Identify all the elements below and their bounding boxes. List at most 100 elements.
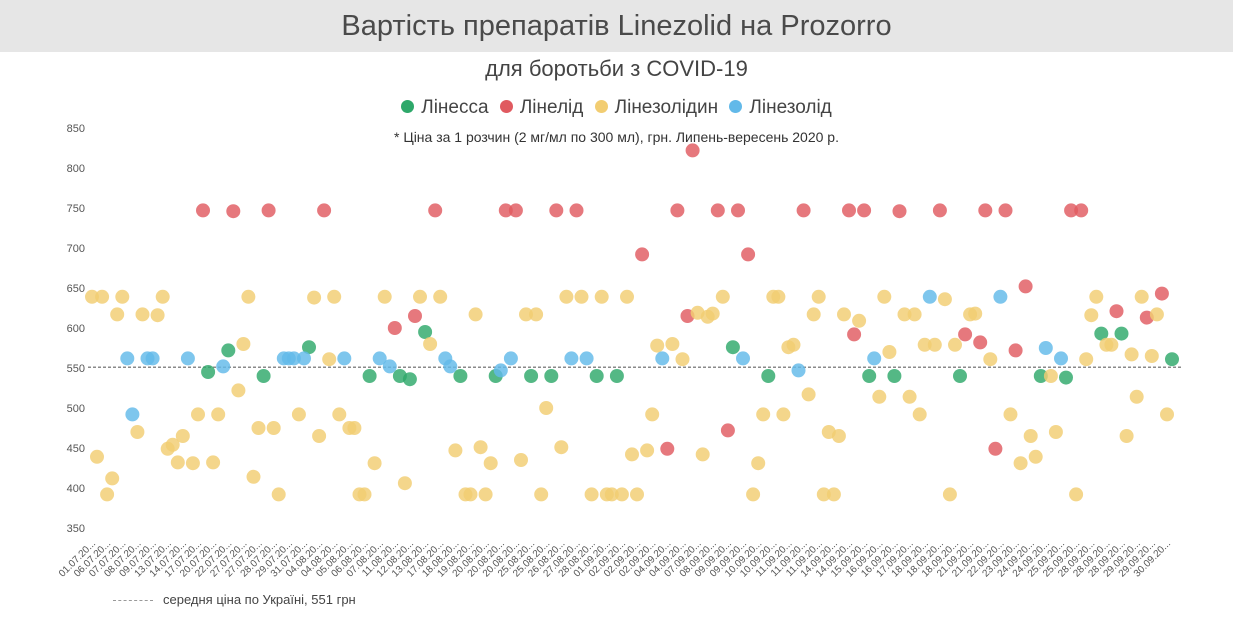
data-point[interactable]	[1154, 286, 1169, 301]
data-point[interactable]	[917, 337, 932, 352]
data-point[interactable]	[211, 407, 226, 422]
data-point[interactable]	[261, 203, 276, 218]
data-point[interactable]	[589, 369, 604, 383]
data-point[interactable]	[948, 337, 962, 352]
data-point[interactable]	[650, 338, 665, 353]
data-point[interactable]	[705, 306, 720, 321]
data-point[interactable]	[241, 289, 256, 304]
data-point[interactable]	[882, 345, 897, 359]
data-point[interactable]	[377, 289, 392, 304]
data-point[interactable]	[640, 443, 655, 458]
data-point[interactable]	[1109, 304, 1124, 319]
data-point[interactable]	[1054, 351, 1068, 366]
data-point[interactable]	[231, 383, 246, 398]
data-point[interactable]	[135, 307, 150, 322]
data-point[interactable]	[665, 337, 680, 351]
data-point[interactable]	[892, 204, 907, 219]
data-point[interactable]	[559, 289, 574, 304]
data-point[interactable]	[736, 351, 750, 366]
data-point[interactable]	[741, 247, 756, 262]
data-point[interactable]	[594, 289, 609, 304]
data-point[interactable]	[973, 335, 988, 350]
data-point[interactable]	[1134, 289, 1149, 304]
data-point[interactable]	[806, 307, 821, 322]
data-point[interactable]	[387, 321, 402, 335]
data-point[interactable]	[483, 456, 498, 471]
data-point[interactable]	[418, 325, 433, 339]
data-point[interactable]	[1064, 203, 1079, 218]
data-point[interactable]	[493, 363, 508, 378]
data-point[interactable]	[170, 455, 185, 470]
data-point[interactable]	[816, 487, 831, 502]
data-point[interactable]	[180, 351, 195, 366]
data-point[interactable]	[932, 203, 947, 218]
data-point[interactable]	[1059, 370, 1073, 385]
data-point[interactable]	[413, 289, 427, 304]
data-point[interactable]	[503, 351, 518, 366]
data-point[interactable]	[514, 453, 528, 467]
legend-item-linelid[interactable]: Лінелід	[499, 97, 583, 119]
data-point[interactable]	[998, 203, 1013, 218]
data-point[interactable]	[897, 307, 912, 322]
data-point[interactable]	[685, 143, 700, 158]
data-point[interactable]	[1023, 429, 1038, 443]
data-point[interactable]	[1033, 369, 1048, 383]
data-point[interactable]	[675, 352, 690, 367]
data-point[interactable]	[695, 447, 710, 462]
data-point[interactable]	[175, 429, 190, 443]
data-point[interactable]	[715, 289, 730, 304]
data-point[interactable]	[927, 337, 942, 352]
data-point[interactable]	[307, 290, 322, 305]
data-point[interactable]	[150, 308, 165, 323]
data-point[interactable]	[372, 351, 387, 366]
data-point[interactable]	[1003, 407, 1018, 422]
data-point[interactable]	[1084, 308, 1099, 323]
data-point[interactable]	[564, 351, 579, 366]
data-point[interactable]	[887, 369, 902, 383]
data-point[interactable]	[110, 307, 125, 322]
data-point[interactable]	[408, 309, 422, 323]
data-point[interactable]	[221, 343, 236, 358]
data-point[interactable]	[761, 369, 776, 383]
data-point[interactable]	[872, 389, 887, 404]
data-point[interactable]	[271, 487, 286, 502]
data-point[interactable]	[544, 369, 559, 383]
legend-item-linessa[interactable]: Лінесса	[401, 97, 489, 119]
data-point[interactable]	[297, 351, 311, 366]
data-point[interactable]	[312, 429, 327, 443]
data-point[interactable]	[291, 407, 306, 422]
data-point[interactable]	[519, 307, 533, 322]
data-point[interactable]	[877, 289, 892, 304]
data-point[interactable]	[428, 203, 443, 218]
data-point[interactable]	[645, 407, 660, 422]
data-point[interactable]	[983, 352, 998, 367]
data-point[interactable]	[468, 307, 483, 322]
data-point[interactable]	[1144, 349, 1159, 363]
data-point[interactable]	[423, 337, 438, 351]
data-point[interactable]	[226, 204, 241, 219]
data-point[interactable]	[847, 327, 862, 342]
data-point[interactable]	[362, 369, 377, 383]
data-point[interactable]	[614, 487, 629, 502]
data-point[interactable]	[337, 351, 352, 366]
data-point[interactable]	[609, 369, 624, 383]
data-point[interactable]	[584, 487, 599, 502]
data-point[interactable]	[630, 487, 644, 502]
data-point[interactable]	[922, 289, 937, 304]
data-point[interactable]	[216, 359, 231, 374]
data-point[interactable]	[796, 203, 811, 218]
data-point[interactable]	[837, 307, 851, 322]
data-point[interactable]	[433, 289, 448, 304]
data-point[interactable]	[508, 203, 523, 218]
data-point[interactable]	[786, 337, 801, 352]
data-point[interactable]	[1124, 347, 1139, 362]
data-point[interactable]	[549, 203, 564, 218]
data-point[interactable]	[165, 437, 180, 452]
data-point[interactable]	[1028, 449, 1043, 464]
data-point[interactable]	[302, 340, 316, 355]
data-point[interactable]	[746, 487, 761, 502]
data-point[interactable]	[988, 441, 1003, 456]
data-point[interactable]	[1048, 425, 1063, 439]
data-point[interactable]	[912, 407, 927, 422]
data-point[interactable]	[155, 289, 170, 304]
